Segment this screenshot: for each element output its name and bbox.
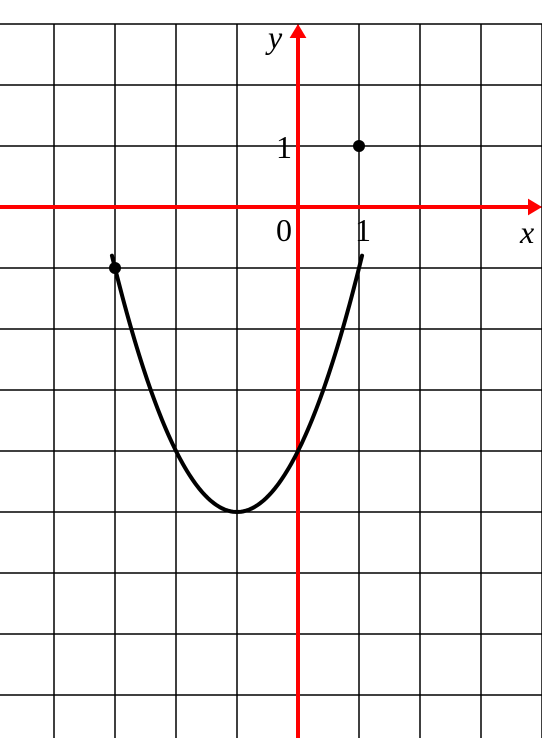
x-axis-label: x [519,214,534,250]
origin-label: 0 [276,212,292,248]
y-tick-1: 1 [276,129,292,165]
x-tick-1: 1 [355,212,371,248]
chart-canvas: y x 0 1 1 [0,0,542,738]
y-axis-label: y [265,19,283,55]
parabola-chart: y x 0 1 1 [0,0,542,738]
